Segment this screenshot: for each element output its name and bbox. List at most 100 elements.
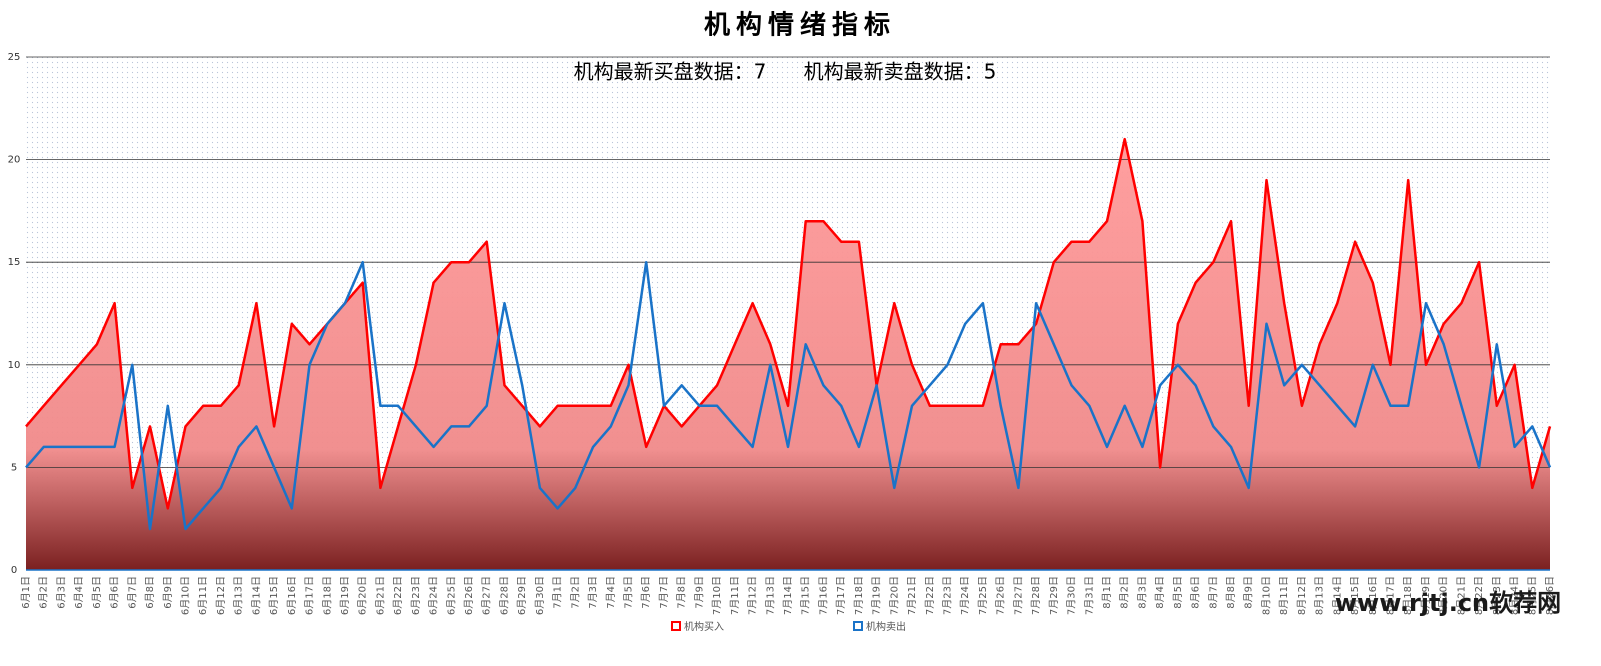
- y-tick-label: 10: [8, 360, 21, 371]
- x-tick-label: 7月26日: [995, 576, 1007, 615]
- subtitle: 机构最新卖盘数据：5: [804, 60, 997, 84]
- x-tick-label: 6月16日: [286, 576, 298, 615]
- x-tick-label: 8月17日: [1385, 576, 1397, 615]
- area: [26, 139, 1550, 570]
- x-tick-label: 7月1日: [552, 576, 564, 609]
- y-tick-label: 0: [11, 565, 17, 576]
- x-tick-label: 8月11日: [1278, 576, 1290, 615]
- x-tick-label: 8月21日: [1455, 576, 1467, 615]
- x-tick-label: 7月20日: [888, 576, 900, 615]
- x-tick-label: 6月4日: [73, 576, 85, 609]
- x-tick-label: 6月25日: [445, 576, 457, 615]
- x-tick-label: 6月5日: [91, 576, 103, 609]
- legend-swatch: [671, 621, 681, 631]
- x-tick-label: 8月22日: [1473, 576, 1485, 615]
- x-tick-label: 7月4日: [605, 576, 617, 609]
- x-tick-label: 7月13日: [764, 576, 776, 615]
- x-tick-label: 7月2日: [569, 576, 581, 609]
- x-tick-label: 6月9日: [162, 576, 174, 609]
- x-tick-label: 7月14日: [782, 576, 794, 615]
- x-tick-label: 7月17日: [835, 576, 847, 615]
- x-tick-label: 6月24日: [428, 576, 440, 615]
- x-tick-label: 7月6日: [640, 576, 652, 609]
- y-tick-label: 25: [8, 52, 21, 63]
- x-tick-label: 7月8日: [676, 576, 688, 609]
- x-tick-label: 6月10日: [179, 576, 191, 615]
- x-tick-label: 8月23日: [1491, 576, 1503, 615]
- x-tick-label: 7月23日: [941, 576, 953, 615]
- x-tick-label: 6月29日: [516, 576, 528, 615]
- x-tick-label: 8月15日: [1349, 576, 1361, 615]
- x-tick-label: 7月11日: [729, 576, 741, 615]
- x-tick-label: 7月16日: [817, 576, 829, 615]
- y-tick-label: 20: [8, 155, 21, 166]
- x-tick-label: 6月17日: [304, 576, 316, 615]
- chart-title: 机构情绪指标: [704, 10, 896, 41]
- x-tick-label: 7月24日: [959, 576, 971, 615]
- x-tick-label: 6月7日: [126, 576, 138, 609]
- x-tick-label: 8月3日: [1136, 576, 1148, 609]
- x-tick-label: 6月18日: [321, 576, 333, 615]
- x-tick-label: 8月18日: [1402, 576, 1414, 615]
- legend-swatch: [853, 621, 863, 631]
- x-tick-label: 6月27日: [481, 576, 493, 615]
- x-tick-label: 8月6日: [1190, 576, 1202, 609]
- legend-label: 机构买入: [684, 620, 724, 633]
- x-tick-label: 7月9日: [693, 576, 705, 609]
- x-tick-label: 6月22日: [392, 576, 404, 615]
- x-tick-label: 6月12日: [215, 576, 227, 615]
- y-tick-label: 15: [8, 257, 21, 268]
- x-tick-label: 6月14日: [250, 576, 262, 615]
- x-tick-label: 7月3日: [587, 576, 599, 609]
- x-tick-label: 7月21日: [906, 576, 918, 615]
- watermark: www.rjtj.cn软荐网: [1335, 589, 1561, 617]
- x-tick-label: 7月27日: [1012, 576, 1024, 615]
- x-tick-label: 8月14日: [1331, 576, 1343, 615]
- x-tick-label: 7月25日: [977, 576, 989, 615]
- x-tick-label: 6月26日: [463, 576, 475, 615]
- x-tick-label: 7月7日: [658, 576, 670, 609]
- x-tick-label: 6月8日: [144, 576, 156, 609]
- x-tick-label: 8月9日: [1243, 576, 1255, 609]
- subtitle: 机构最新买盘数据：7: [574, 60, 767, 84]
- x-tick-label: 7月5日: [623, 576, 635, 609]
- x-tick-label: 8月1日: [1101, 576, 1113, 609]
- x-tick-label: 6月30日: [534, 576, 546, 615]
- x-tick-label: 7月15日: [800, 576, 812, 615]
- x-tick-label: 7月22日: [924, 576, 936, 615]
- x-tick-label: 8月10日: [1260, 576, 1272, 615]
- x-tick-label: 7月28日: [1030, 576, 1042, 615]
- x-tick-label: 8月16日: [1367, 576, 1379, 615]
- x-tick-label: 7月19日: [871, 576, 883, 615]
- x-tick-label: 6月2日: [38, 576, 50, 609]
- x-tick-label: 7月12日: [747, 576, 759, 615]
- y-tick-label: 5: [11, 462, 17, 473]
- x-tick-label: 7月18日: [853, 576, 865, 615]
- x-tick-label: 8月25日: [1526, 576, 1538, 615]
- x-tick-label: 7月29日: [1048, 576, 1060, 615]
- x-tick-label: 6月1日: [20, 576, 32, 609]
- x-tick-label: 6月11日: [197, 576, 209, 615]
- x-tick-label: 8月8日: [1225, 576, 1237, 609]
- x-tick-label: 7月31日: [1083, 576, 1095, 615]
- x-tick-label: 6月23日: [410, 576, 422, 615]
- x-tick-label: 6月6日: [109, 576, 121, 609]
- x-tick-label: 8月12日: [1296, 576, 1308, 615]
- x-tick-label: 7月30日: [1066, 576, 1078, 615]
- x-tick-label: 8月4日: [1154, 576, 1166, 609]
- x-tick-label: 6月15日: [268, 576, 280, 615]
- x-tick-label: 8月2日: [1119, 576, 1131, 609]
- x-tick-label: 8月13日: [1314, 576, 1326, 615]
- x-tick-label: 6月3日: [55, 576, 67, 609]
- x-tick-label: 8月7日: [1207, 576, 1219, 609]
- x-tick-label: 8月24日: [1509, 576, 1521, 615]
- x-tick-label: 8月26日: [1544, 576, 1556, 615]
- x-tick-label: 6月19日: [339, 576, 351, 615]
- x-tick-label: 7月10日: [711, 576, 723, 615]
- x-tick-label: 6月28日: [498, 576, 510, 615]
- x-tick-label: 8月19日: [1420, 576, 1432, 615]
- x-tick-label: 6月13日: [233, 576, 245, 615]
- x-tick-label: 6月21日: [374, 576, 386, 615]
- x-tick-label: 8月20日: [1438, 576, 1450, 615]
